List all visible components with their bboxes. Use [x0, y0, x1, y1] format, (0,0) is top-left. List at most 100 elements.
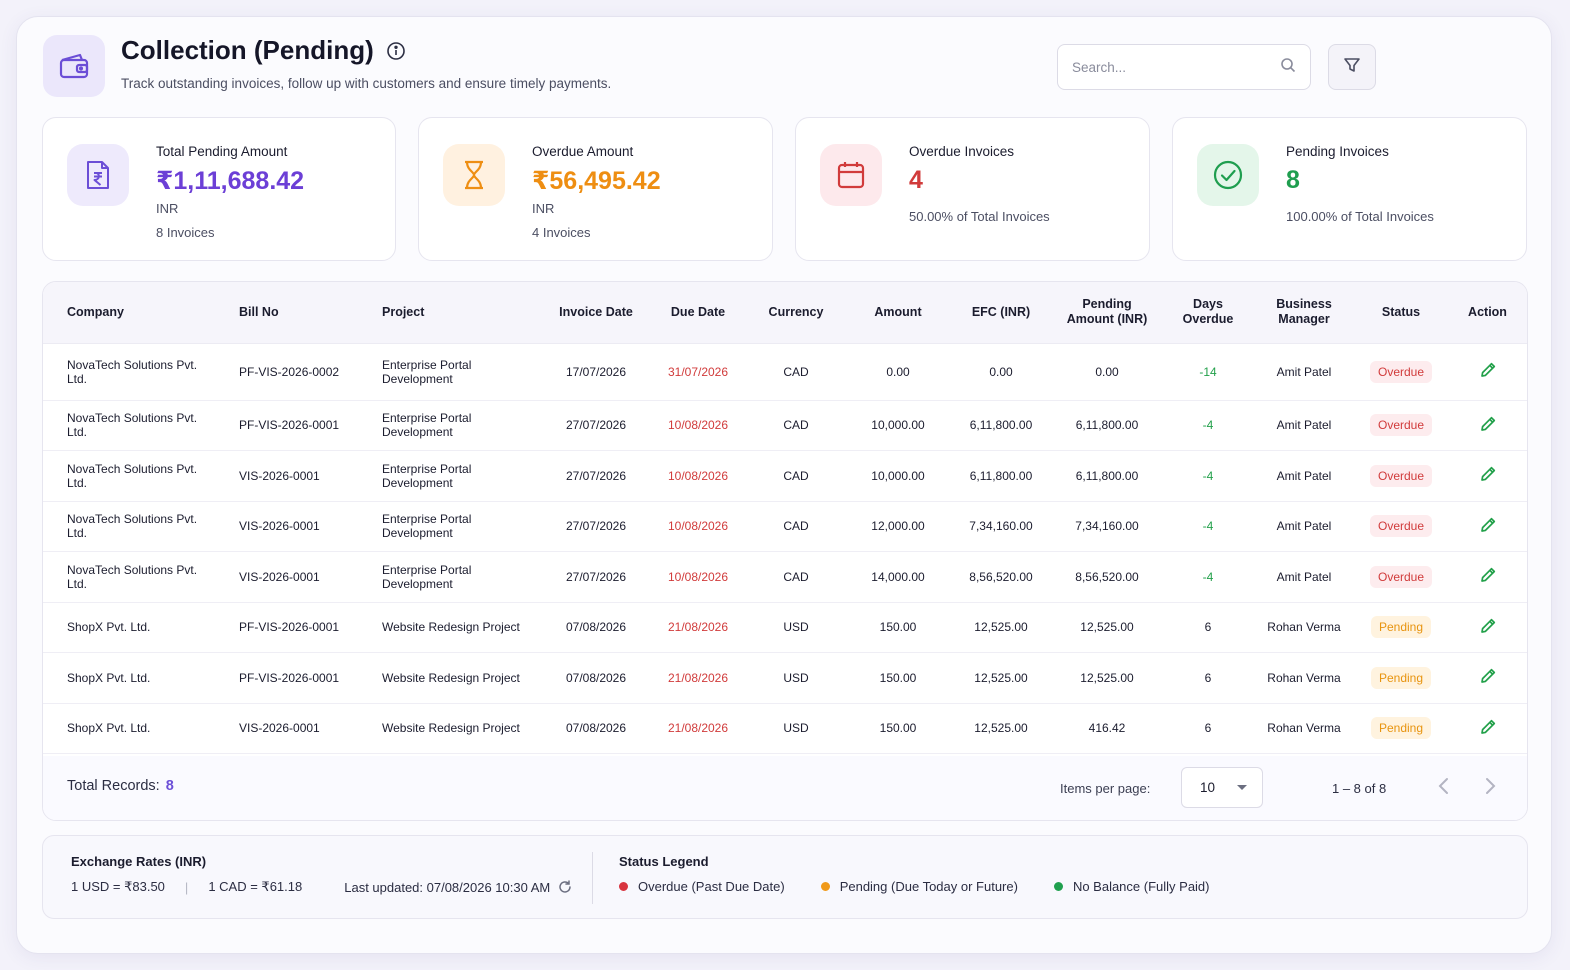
cell-company: NovaTech Solutions Pvt. Ltd. [43, 343, 215, 401]
status-badge: Overdue [1369, 464, 1433, 487]
card-value: 4 [909, 166, 923, 194]
cell-currency: USD [748, 703, 844, 754]
cell-invoice-date: 27/07/2026 [544, 551, 648, 603]
table-row[interactable]: NovaTech Solutions Pvt. Ltd. VIS-2026-000… [43, 551, 1527, 603]
legend-label: Overdue (Past Due Date) [638, 879, 785, 894]
refresh-icon[interactable] [558, 880, 572, 894]
col-bm-line1: Business [1276, 297, 1332, 312]
search-box[interactable] [1057, 44, 1311, 90]
cell-efc: 12,525.00 [952, 602, 1050, 653]
cell-due-date: 10/08/2026 [648, 400, 748, 451]
items-per-page-label: Items per page: [1060, 781, 1151, 796]
edit-pencil-icon[interactable] [1479, 415, 1497, 433]
card-label: Overdue Amount [532, 144, 634, 159]
cell-action [1446, 652, 1527, 704]
table-row[interactable]: NovaTech Solutions Pvt. Ltd. PF-VIS-2026-… [43, 400, 1527, 451]
cell-company: NovaTech Solutions Pvt. Ltd. [43, 450, 215, 502]
items-per-page-select[interactable]: 10 [1181, 767, 1263, 808]
legend-label: No Balance (Fully Paid) [1072, 879, 1210, 894]
cell-efc: 8,56,520.00 [952, 551, 1050, 603]
cell-project: Website Redesign Project [358, 703, 544, 754]
cell-invoice-date: 27/07/2026 [544, 400, 648, 451]
status-badge: Pending [1370, 717, 1432, 740]
col-company[interactable]: Company [43, 282, 215, 344]
search-icon[interactable] [1280, 57, 1296, 78]
cell-bill-no: VIS-2026-0001 [215, 703, 358, 754]
cell-company: ShopX Pvt. Ltd. [43, 703, 215, 754]
chevron-left-icon [1437, 776, 1451, 801]
col-pending-amount[interactable]: Pending Amount (INR) [1050, 282, 1164, 344]
edit-pencil-icon[interactable] [1479, 667, 1497, 685]
cell-efc: 7,34,160.00 [952, 501, 1050, 552]
table-row[interactable]: NovaTech Solutions Pvt. Ltd. VIS-2026-000… [43, 450, 1527, 502]
col-amount[interactable]: Amount [844, 282, 952, 344]
cell-business-manager: Rohan Verma [1252, 652, 1356, 704]
cell-currency: CAD [748, 551, 844, 603]
last-updated: Last updated: 07/08/2026 10:30 AM [344, 879, 551, 895]
cell-business-manager: Amit Patel [1252, 400, 1356, 451]
legend-dot [1053, 882, 1063, 891]
cell-amount: 12,000.00 [844, 501, 952, 552]
cell-days-overdue: -14 [1164, 343, 1252, 401]
edit-pencil-icon[interactable] [1479, 465, 1497, 483]
col-due-date[interactable]: Due Date [648, 282, 748, 344]
cell-business-manager: Amit Patel [1252, 551, 1356, 603]
table-footer: Total Records: 8 Items per page: 10 1 – 8… [43, 756, 1527, 820]
col-project[interactable]: Project [358, 282, 544, 344]
col-business-manager[interactable]: Business Manager [1252, 282, 1356, 344]
info-panel: Exchange Rates (INR) 1 USD = ₹83.50 | 1 … [42, 835, 1528, 919]
card-percent: 100.00% of Total Invoices [1286, 209, 1434, 224]
cell-status: Overdue [1356, 501, 1446, 552]
cell-action [1446, 343, 1527, 401]
table-row[interactable]: ShopX Pvt. Ltd. PF-VIS-2026-0001 Website R… [43, 602, 1527, 653]
col-days-overdue[interactable]: Days Overdue [1164, 282, 1252, 344]
page-title-text: Collection (Pending) [121, 35, 374, 65]
total-records: Total Records: 8 [67, 778, 174, 794]
col-bill-no[interactable]: Bill No [215, 282, 358, 344]
legend-label: Pending (Due Today or Future) [839, 879, 1018, 894]
col-currency[interactable]: Currency [748, 282, 844, 344]
cell-bill-no: VIS-2026-0001 [215, 551, 358, 603]
cell-pending-amount: 0.00 [1050, 343, 1164, 401]
col-efc[interactable]: EFC (INR) [952, 282, 1050, 344]
filter-button[interactable] [1328, 44, 1376, 90]
card-overdue-amount: Overdue Amount ₹56,495.42 INR 4 Invoices [418, 117, 773, 261]
edit-pencil-icon[interactable] [1479, 516, 1497, 534]
total-records-value: 8 [165, 778, 174, 794]
cell-due-date: 10/08/2026 [648, 501, 748, 552]
edit-pencil-icon[interactable] [1479, 617, 1497, 635]
cell-efc: 12,525.00 [952, 703, 1050, 754]
cell-amount: 0.00 [844, 343, 952, 401]
table-row[interactable]: ShopX Pvt. Ltd. PF-VIS-2026-0001 Website R… [43, 652, 1527, 704]
edit-pencil-icon[interactable] [1479, 718, 1497, 736]
col-action: Action [1446, 282, 1527, 344]
col-status[interactable]: Status [1356, 282, 1446, 344]
cell-amount: 14,000.00 [844, 551, 952, 603]
prev-page-button[interactable] [1437, 776, 1451, 801]
cell-project: Enterprise Portal Development [358, 501, 544, 552]
cell-invoice-date: 07/08/2026 [544, 652, 648, 704]
cell-action [1446, 602, 1527, 653]
next-page-button[interactable] [1483, 776, 1497, 801]
cell-due-date: 21/08/2026 [648, 602, 748, 653]
legend-item-pending: Pending (Due Today or Future) [820, 879, 1018, 894]
cell-pending-amount: 7,34,160.00 [1050, 501, 1164, 552]
search-input[interactable] [1072, 59, 1280, 75]
info-icon[interactable] [386, 41, 406, 61]
cell-business-manager: Rohan Verma [1252, 703, 1356, 754]
edit-pencil-icon[interactable] [1479, 361, 1497, 379]
col-invoice-date[interactable]: Invoice Date [544, 282, 648, 344]
table-row[interactable]: ShopX Pvt. Ltd. VIS-2026-0001 Website Rede… [43, 703, 1527, 754]
col-pending-line1: Pending [1082, 297, 1132, 312]
cell-company: ShopX Pvt. Ltd. [43, 652, 215, 704]
table-header-row: Company Bill No Project Invoice Date Due… [43, 282, 1527, 344]
card-value: ₹56,495.42 [532, 167, 661, 195]
edit-pencil-icon[interactable] [1479, 566, 1497, 584]
table-row[interactable]: NovaTech Solutions Pvt. Ltd. VIS-2026-000… [43, 501, 1527, 552]
rupee-document-icon [67, 144, 129, 206]
cell-invoice-date: 27/07/2026 [544, 501, 648, 552]
cell-pending-amount: 416.42 [1050, 703, 1164, 754]
table-row[interactable]: NovaTech Solutions Pvt. Ltd. PF-VIS-2026-… [43, 343, 1527, 401]
hourglass-icon [443, 144, 505, 206]
cell-amount: 150.00 [844, 703, 952, 754]
